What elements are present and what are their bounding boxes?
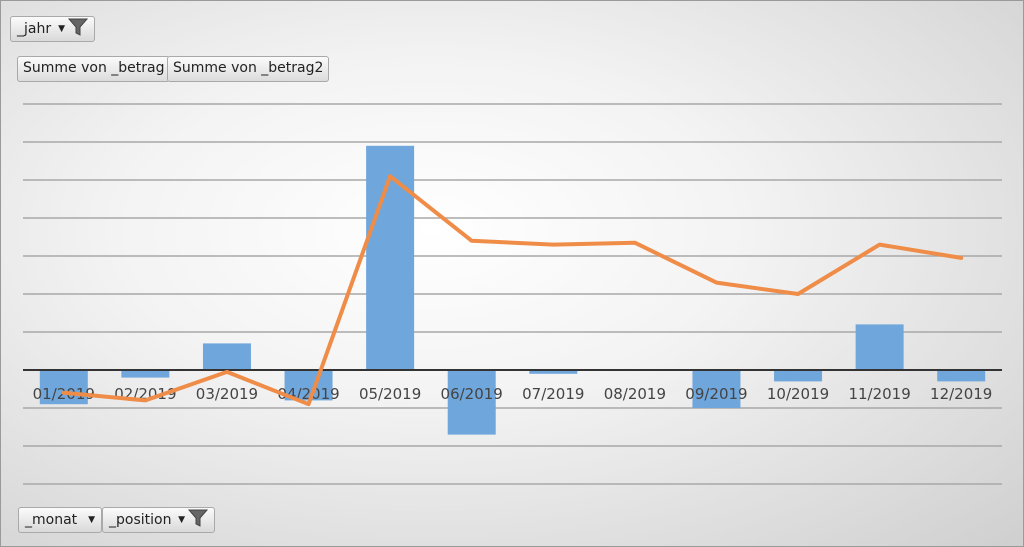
bar — [774, 370, 823, 382]
funnel-icon — [67, 17, 89, 41]
month-filter-label: _monat — [25, 512, 78, 528]
bar — [202, 343, 251, 370]
month-filter-button[interactable]: _monat ▼ — [18, 507, 102, 533]
bar — [447, 370, 496, 435]
legend-item-betrag[interactable]: Summe von _betrag — [17, 56, 171, 82]
bar — [529, 370, 578, 374]
legend-item-betrag2[interactable]: Summe von _betrag2 — [167, 56, 330, 82]
bar — [855, 324, 904, 370]
bar — [284, 370, 333, 401]
bar — [366, 145, 415, 370]
bar — [121, 370, 170, 378]
dropdown-arrow-icon: ▼ — [178, 515, 185, 525]
x-tick-label: 06/2019 — [441, 385, 503, 403]
bar — [39, 370, 88, 405]
x-tick-label: 03/2019 — [196, 385, 258, 403]
x-tick-label: 10/2019 — [767, 385, 829, 403]
dropdown-arrow-icon: ▼ — [58, 24, 65, 34]
year-filter-label: _jahr — [17, 21, 52, 37]
position-filter-button[interactable]: _position ▼ — [102, 507, 215, 533]
bar — [937, 370, 986, 382]
x-tick-label: 08/2019 — [604, 385, 666, 403]
bar — [692, 370, 741, 408]
position-filter-label: _position — [109, 512, 172, 528]
x-tick-label: 05/2019 — [359, 385, 421, 403]
dropdown-arrow-icon: ▼ — [88, 515, 95, 525]
x-tick-label: 12/2019 — [930, 385, 992, 403]
x-tick-label: 11/2019 — [848, 385, 910, 403]
funnel-icon — [187, 508, 209, 532]
year-filter-button[interactable]: _jahr ▼ — [10, 16, 95, 42]
series-line — [61, 174, 964, 407]
x-tick-label: 09/2019 — [685, 385, 747, 403]
x-tick-label: 07/2019 — [522, 385, 584, 403]
